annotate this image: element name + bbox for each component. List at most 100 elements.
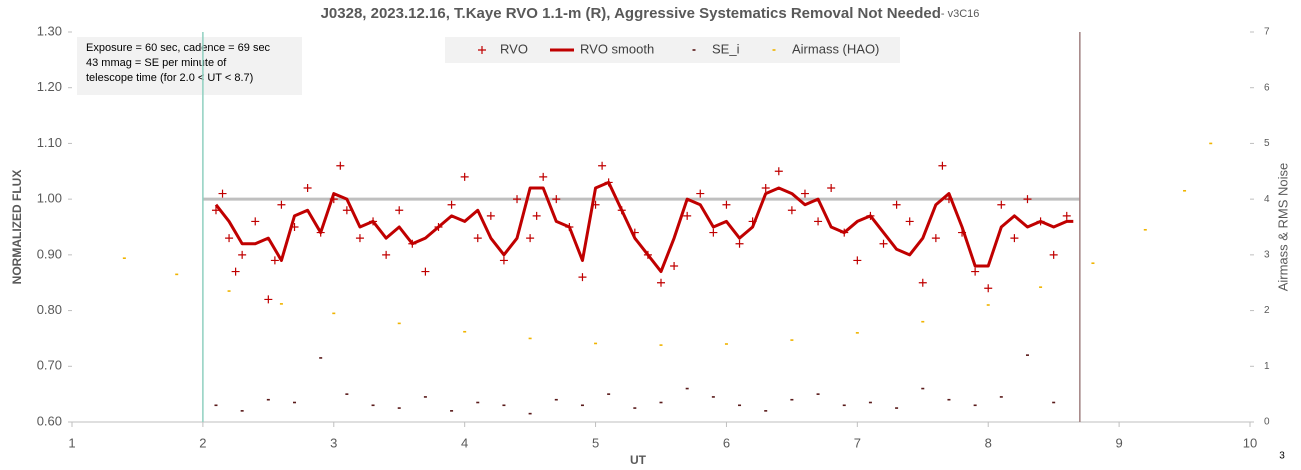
- x-axis-label: UT: [630, 453, 647, 467]
- point: [711, 396, 715, 398]
- legend-label: RVO smooth: [580, 41, 654, 56]
- point: [251, 217, 260, 226]
- point: [578, 273, 587, 282]
- y2-axis-label: Airmass & RMS Noise: [1275, 163, 1290, 292]
- point: [231, 267, 240, 276]
- point: [921, 320, 925, 323]
- annotation-line: telescope time (for 2.0 < UT < 8.7): [86, 72, 253, 84]
- point: [683, 211, 692, 220]
- x-tick-label: 5: [592, 435, 599, 450]
- point: [764, 410, 768, 412]
- y2-tick-label: 3: [1264, 249, 1270, 260]
- point: [986, 304, 990, 306]
- y2-tick-label: 7: [1264, 27, 1270, 38]
- point: [659, 401, 663, 404]
- x-tick-label: 6: [723, 435, 730, 450]
- point: [266, 398, 270, 401]
- point: [971, 267, 980, 276]
- point: [460, 172, 469, 181]
- point: [293, 401, 297, 404]
- point: [1010, 234, 1019, 243]
- y2-tick-label: 1: [1264, 361, 1270, 372]
- point: [345, 393, 349, 395]
- point: [486, 211, 495, 220]
- point: [892, 200, 901, 209]
- smooth-line: [214, 180, 1074, 274]
- y-tick-label: 1.30: [37, 23, 62, 38]
- annotation-line: Exposure = 60 sec, cadence = 69 sec: [86, 42, 271, 54]
- point: [984, 284, 993, 293]
- point: [513, 195, 522, 204]
- point: [774, 167, 783, 176]
- y2-tick-label: 6: [1264, 82, 1270, 93]
- point: [1052, 401, 1056, 404]
- point: [997, 200, 1006, 209]
- point: [853, 256, 862, 265]
- x-tick-label: 1: [68, 435, 75, 450]
- point: [303, 184, 312, 192]
- point: [895, 407, 899, 409]
- point: [528, 337, 532, 340]
- point: [931, 234, 940, 243]
- legend-box: [445, 37, 900, 63]
- point: [371, 404, 375, 407]
- point: [473, 234, 482, 243]
- y-tick-label: 0.80: [37, 302, 62, 317]
- point: [397, 322, 401, 325]
- point: [423, 396, 427, 398]
- point: [447, 200, 456, 209]
- point: [607, 393, 611, 395]
- point: [921, 387, 925, 390]
- point: [696, 189, 705, 198]
- point: [685, 387, 689, 390]
- point: [738, 404, 742, 407]
- point: [332, 312, 336, 315]
- point: [633, 407, 637, 409]
- legend-swatch: [478, 46, 486, 54]
- chart-subtitle: - v3C16: [941, 8, 980, 20]
- point: [528, 412, 532, 415]
- point: [1209, 142, 1213, 145]
- legend-label: Airmass (HAO): [792, 41, 879, 56]
- point: [814, 217, 823, 226]
- point: [790, 339, 794, 341]
- point: [218, 189, 227, 198]
- legend-label: SE_i: [712, 41, 740, 56]
- x-tick-label: 3: [330, 435, 337, 450]
- y-tick-label: 0.90: [37, 246, 62, 261]
- point: [539, 172, 548, 181]
- point: [918, 278, 927, 287]
- point: [598, 161, 607, 170]
- y-tick-label: 0.70: [37, 358, 62, 373]
- point: [787, 206, 796, 215]
- point: [122, 257, 126, 259]
- point: [659, 344, 663, 346]
- chart-title: J0328, 2023.12.16, T.Kaye RVO 1.1-m (R),…: [321, 5, 941, 22]
- x-tick-label: 10: [1243, 435, 1257, 450]
- y2-tick-label: 5: [1264, 138, 1270, 149]
- point: [868, 401, 872, 404]
- point: [336, 161, 345, 170]
- point: [938, 161, 947, 170]
- point: [270, 256, 279, 265]
- x-tick-label: 7: [854, 435, 861, 450]
- point: [395, 206, 404, 215]
- point: [1049, 250, 1058, 259]
- y-tick-label: 1.00: [37, 191, 62, 206]
- point: [342, 206, 351, 215]
- point: [761, 184, 770, 192]
- point: [552, 195, 561, 204]
- point: [463, 330, 467, 333]
- point: [1023, 195, 1032, 204]
- legend-swatch: [772, 49, 776, 51]
- x-tick-label: 9: [1115, 435, 1122, 450]
- point: [594, 342, 598, 345]
- point: [973, 404, 977, 407]
- point: [670, 262, 679, 270]
- point: [1091, 262, 1095, 265]
- point: [397, 407, 401, 409]
- point: [502, 404, 506, 407]
- point: [450, 410, 454, 412]
- point: [526, 234, 535, 243]
